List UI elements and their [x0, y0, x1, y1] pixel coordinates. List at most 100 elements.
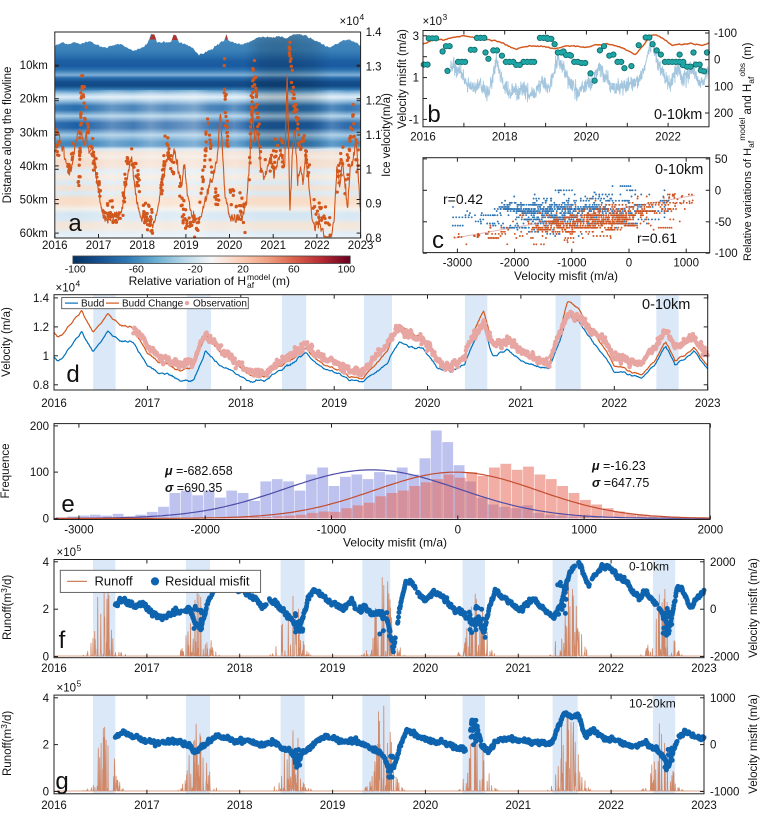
- svg-text:2000: 2000: [710, 557, 736, 569]
- svg-text:-2000: -2000: [190, 525, 219, 537]
- svg-text:b: b: [427, 101, 440, 128]
- svg-text:0: 0: [710, 604, 716, 616]
- svg-text:0: 0: [43, 787, 49, 799]
- svg-text:1: 1: [366, 164, 372, 176]
- svg-text:2016: 2016: [41, 663, 67, 675]
- svg-text:Distance along the flowline: Distance along the flowline: [2, 67, 14, 204]
- svg-text:5: 5: [77, 679, 82, 689]
- svg-text:e: e: [61, 491, 74, 518]
- svg-text:10km: 10km: [20, 60, 48, 72]
- svg-text:1.1: 1.1: [366, 130, 382, 142]
- svg-text:200: 200: [30, 421, 49, 433]
- svg-text:100: 100: [714, 81, 733, 93]
- svg-text:g: g: [55, 768, 68, 795]
- svg-text:2: 2: [43, 740, 49, 752]
- svg-text:2021: 2021: [260, 240, 286, 252]
- svg-text:(m): (m): [272, 274, 290, 288]
- svg-text:Budd Change: Budd Change: [122, 299, 184, 310]
- svg-text:2017: 2017: [134, 663, 160, 675]
- svg-text:1.2: 1.2: [366, 96, 382, 108]
- svg-text:0: 0: [710, 740, 716, 752]
- svg-text:2020: 2020: [413, 800, 439, 812]
- svg-text:2021: 2021: [508, 398, 534, 410]
- svg-text:100: 100: [338, 264, 356, 276]
- svg-text:-100: -100: [714, 28, 737, 40]
- svg-text:4: 4: [360, 12, 365, 22]
- svg-text:Runoff(m3/d): Runoff(m3/d): [0, 575, 14, 640]
- svg-text:-20: -20: [188, 264, 203, 276]
- svg-text:Observation: Observation: [193, 299, 247, 310]
- svg-text:60: 60: [288, 264, 300, 276]
- svg-text:-2000: -2000: [710, 652, 739, 664]
- svg-text:2019: 2019: [173, 240, 199, 252]
- svg-text:2017: 2017: [134, 800, 160, 812]
- svg-text:2020: 2020: [217, 240, 243, 252]
- svg-text:2016: 2016: [410, 132, 436, 144]
- svg-text:2022: 2022: [598, 800, 624, 812]
- svg-text:-1000: -1000: [557, 258, 586, 270]
- svg-text:Runoff: Runoff: [95, 574, 133, 589]
- svg-text:-2000: -2000: [500, 258, 529, 270]
- svg-text:2022: 2022: [304, 240, 330, 252]
- svg-text:Residual misfit: Residual misfit: [165, 574, 250, 589]
- svg-text:Velocity misfit (m/a): Velocity misfit (m/a): [343, 536, 447, 550]
- svg-text:30km: 30km: [20, 127, 48, 139]
- svg-text:2017: 2017: [86, 240, 112, 252]
- svg-text:1.4: 1.4: [33, 293, 50, 305]
- svg-text:1000: 1000: [673, 258, 699, 270]
- svg-text:0: 0: [626, 258, 632, 270]
- svg-text:2019: 2019: [320, 800, 346, 812]
- svg-text:-100: -100: [65, 264, 86, 276]
- svg-text:1.3: 1.3: [366, 61, 382, 73]
- svg-text:-100: -100: [715, 248, 738, 260]
- svg-text:2016: 2016: [41, 800, 67, 812]
- svg-text:2017: 2017: [135, 398, 161, 410]
- svg-text:2021: 2021: [506, 800, 532, 812]
- svg-text:Relative variation of H: Relative variation of H: [129, 274, 246, 288]
- svg-text:Frequence: Frequence: [0, 444, 12, 499]
- svg-text:μ =-682.658: μ =-682.658: [164, 464, 233, 478]
- svg-text:2020: 2020: [574, 132, 600, 144]
- svg-text:Velocity misfit (m/a): Velocity misfit (m/a): [748, 694, 760, 794]
- svg-text:2018: 2018: [228, 398, 254, 410]
- svg-text:2019: 2019: [320, 663, 346, 675]
- svg-text:r=0.42: r=0.42: [443, 191, 483, 207]
- svg-text:0: 0: [715, 185, 721, 197]
- svg-text:×10: ×10: [422, 16, 442, 28]
- svg-text:d: d: [66, 361, 79, 388]
- svg-text:1.2: 1.2: [33, 322, 49, 334]
- svg-text:Ice velocity(m/a): Ice velocity(m/a): [381, 93, 393, 177]
- svg-text:×10: ×10: [55, 283, 75, 295]
- svg-text:2023: 2023: [695, 398, 721, 410]
- svg-text:-50: -50: [715, 217, 732, 229]
- svg-text:model: model: [247, 272, 270, 282]
- svg-text:0: 0: [43, 513, 49, 525]
- svg-text:Velocity misfit (m/a): Velocity misfit (m/a): [748, 558, 760, 658]
- svg-text:2022: 2022: [598, 663, 624, 675]
- svg-text:40km: 40km: [20, 161, 48, 173]
- svg-text:Velocity misfit (m/a): Velocity misfit (m/a): [514, 269, 618, 283]
- svg-text:50: 50: [715, 154, 728, 166]
- svg-text:0-10km: 0-10km: [642, 297, 690, 313]
- svg-text:20: 20: [237, 264, 249, 276]
- svg-text:0: 0: [714, 55, 720, 67]
- svg-text:4: 4: [76, 279, 81, 289]
- svg-text:2: 2: [43, 604, 49, 616]
- svg-text:×10: ×10: [56, 683, 76, 695]
- svg-text:×10: ×10: [56, 547, 76, 559]
- svg-text:2018: 2018: [227, 800, 253, 812]
- svg-text:200: 200: [714, 108, 733, 120]
- svg-text:2016: 2016: [42, 240, 68, 252]
- svg-text:5: 5: [77, 543, 82, 553]
- svg-text:0-10km: 0-10km: [655, 162, 703, 178]
- svg-text:100: 100: [30, 467, 49, 479]
- svg-text:4: 4: [43, 693, 50, 705]
- svg-text:2016: 2016: [41, 398, 67, 410]
- svg-text:2018: 2018: [227, 663, 253, 675]
- svg-text:af: af: [247, 280, 255, 290]
- svg-text:2019: 2019: [321, 398, 347, 410]
- svg-text:-1000: -1000: [710, 787, 739, 799]
- svg-text:2023: 2023: [691, 800, 717, 812]
- svg-text:c: c: [432, 227, 444, 254]
- svg-text:-3000: -3000: [443, 258, 472, 270]
